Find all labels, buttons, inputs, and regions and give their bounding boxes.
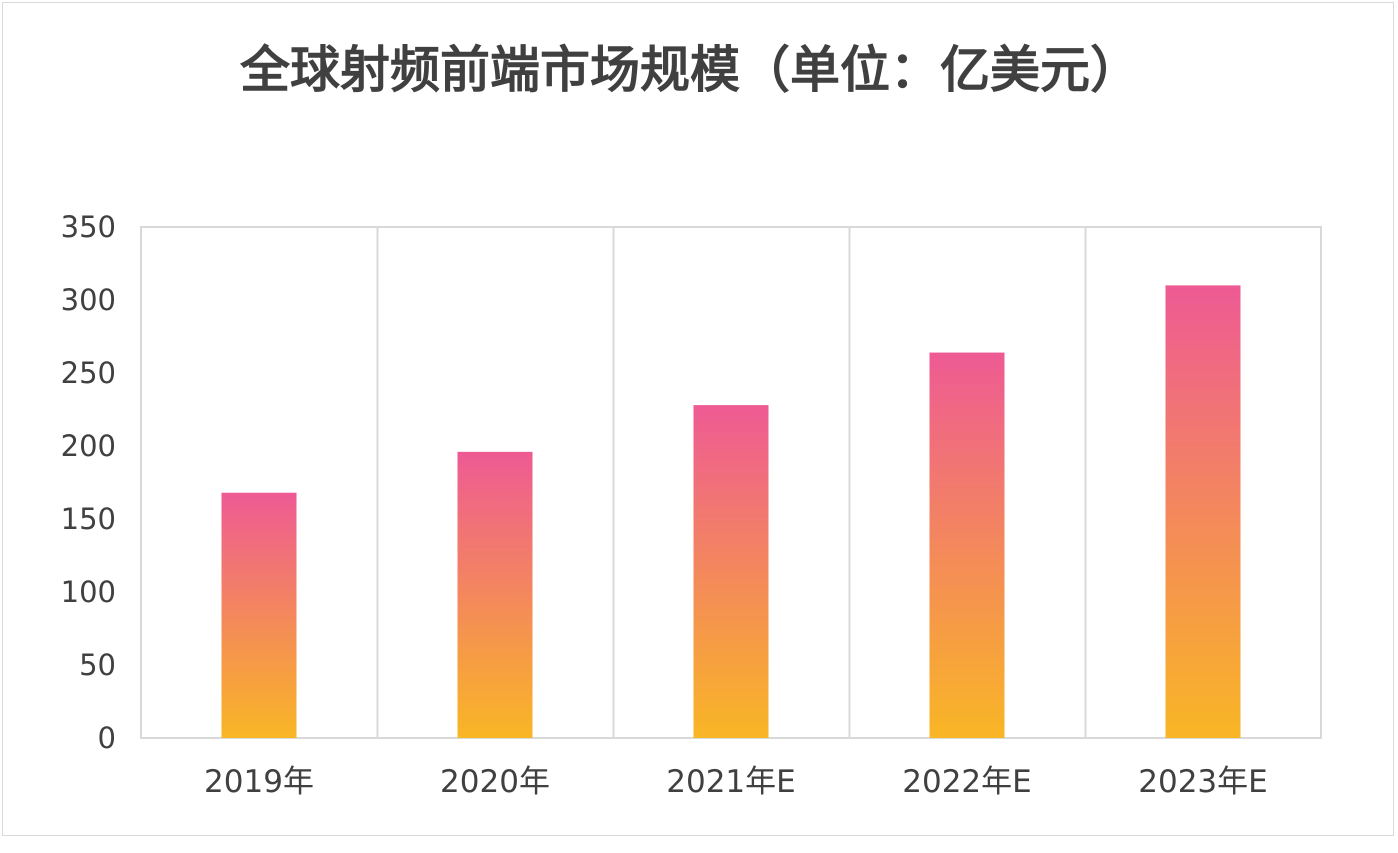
x-category-label: 2019年 <box>204 764 314 800</box>
bar <box>1165 285 1241 738</box>
x-category-label: 2022年E <box>902 764 1031 800</box>
y-tick-label: 50 <box>79 648 116 682</box>
x-category-label: 2021年E <box>666 764 795 800</box>
grid-lines <box>376 227 1087 738</box>
bar <box>457 451 533 738</box>
y-tick-label: 250 <box>61 356 116 390</box>
x-category-label: 2023年E <box>1138 764 1267 800</box>
y-tick-label: 300 <box>61 283 116 317</box>
y-axis: 0 50 100 150 200 250 300 350 <box>61 210 116 755</box>
x-axis: 2019年 2020年 2021年E 2022年E 2023年E <box>204 764 1268 800</box>
bars <box>221 285 1241 738</box>
y-tick-label: 350 <box>61 210 116 244</box>
chart-title: 全球射频前端市场规模（单位：亿美元） <box>240 41 1140 99</box>
y-tick-label: 0 <box>98 721 116 755</box>
y-tick-label: 150 <box>61 502 116 536</box>
x-category-label: 2020年 <box>440 764 550 800</box>
bar <box>221 492 297 738</box>
bar <box>693 405 769 738</box>
y-tick-label: 100 <box>61 575 116 609</box>
bar <box>929 352 1005 738</box>
y-tick-label: 200 <box>61 429 116 463</box>
